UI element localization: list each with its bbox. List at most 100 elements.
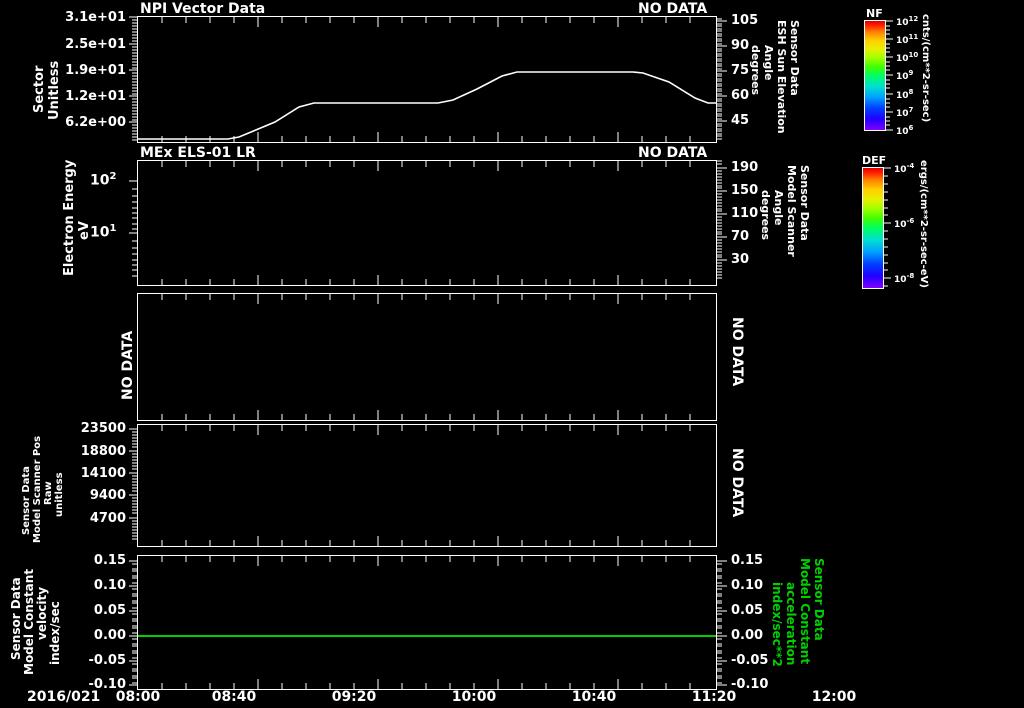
panel-1-right-tick-4: 90 bbox=[731, 38, 750, 53]
colorbar-nf-tick-4: 109 bbox=[896, 69, 914, 82]
panel-5-left-tick-3: 0.00 bbox=[93, 628, 126, 643]
panel-5-plot-area bbox=[138, 556, 716, 689]
panel-4-right-nodata-label: NO DATA bbox=[729, 448, 745, 518]
plot-panel-constant-velocity[interactable] bbox=[137, 555, 717, 690]
colorbar-nf-tick-2: 107 bbox=[896, 106, 914, 119]
panel-5-left-tick-1: -0.10 bbox=[88, 677, 126, 692]
panel-1-left-tick-2: 1.2e+01 bbox=[65, 89, 126, 104]
panel-2-right-tick-5: 190 bbox=[731, 160, 759, 175]
panel-5-left-axis-label-line3: velocity bbox=[35, 586, 49, 640]
panel-5-left-axis-label-line1: Sensor Data bbox=[9, 577, 23, 660]
panel-5-left-tick-6: 0.15 bbox=[93, 553, 126, 568]
panel-1-right-axis-label-line2: ESH Sun Elevation bbox=[775, 20, 788, 134]
xaxis-tick-label-7: 12:00 bbox=[811, 689, 857, 705]
panel-4-left-tick-3: 14100 bbox=[80, 466, 126, 481]
panel-3-left-nodata-label: NO DATA bbox=[120, 330, 136, 400]
colorbar-nf-tick-6: 1011 bbox=[896, 33, 919, 46]
panel-4-left-axis-label-line1: Sensor Data bbox=[21, 466, 32, 535]
panel-1-left-tick-3: 1.9e+01 bbox=[65, 63, 126, 78]
colorbar-nf-tick-5: 1010 bbox=[896, 51, 919, 64]
panel-4-left-axis-label-line3: Raw bbox=[43, 481, 54, 505]
colorbar-nf-tick-1: 106 bbox=[896, 124, 914, 137]
panel-5-right-tick-3: 0.00 bbox=[731, 628, 764, 643]
panel-1-right-tick-1: 45 bbox=[731, 113, 750, 128]
panel-3-right-nodata-label: NO DATA bbox=[729, 317, 745, 387]
panel-5-right-tick-1: -0.10 bbox=[731, 677, 769, 692]
panel-2-right-axis-label-line4: degrees bbox=[759, 190, 772, 241]
panel-1-right-axis-label-line1: Sensor Data bbox=[788, 20, 801, 96]
xaxis-tick-label-6: 11:20 bbox=[691, 689, 737, 705]
xaxis-tick-label-2: 08:40 bbox=[211, 689, 257, 705]
panel-4-left-axis-label-line2: Model Scanner Pos bbox=[32, 435, 43, 543]
colorbar-def-tick-3: 10-4 bbox=[894, 162, 915, 175]
xaxis-tick-label-4: 10:00 bbox=[451, 689, 497, 705]
colorbar-nf-tick-3: 108 bbox=[896, 88, 914, 101]
colorbar-def-title: DEF bbox=[862, 154, 887, 167]
panel-5-right-tick-5: 0.10 bbox=[731, 578, 764, 593]
panel-2-left-tick-1: 101 bbox=[90, 223, 117, 241]
plot-panel-scanner-pos-raw[interactable] bbox=[137, 424, 717, 547]
panel-4-left-axis-label-line4: unitless bbox=[54, 472, 65, 517]
panel-5-right-tick-2: -0.05 bbox=[731, 653, 769, 668]
colorbar-def-tick-1: 10-8 bbox=[894, 272, 915, 285]
colorbar-nf-swatch[interactable] bbox=[864, 20, 886, 131]
panel-1-right-tick-5: 105 bbox=[731, 13, 759, 28]
panel-5-left-tick-4: 0.05 bbox=[93, 603, 126, 618]
xaxis-tick-label-5: 10:40 bbox=[571, 689, 617, 705]
panel-5-left-axis-label-line4: index/sec bbox=[48, 601, 62, 665]
panel-4-plot-area bbox=[161, 425, 691, 546]
panel-5-right-tick-4: 0.05 bbox=[731, 603, 764, 618]
panel-4-left-tick-5: 23500 bbox=[80, 421, 126, 436]
panel-2-left-axis-label-line1: Electron Energy bbox=[62, 159, 77, 276]
panel-2-right-tick-4: 150 bbox=[731, 183, 759, 198]
panel-2-left-tick-2: 102 bbox=[90, 171, 117, 189]
xaxis-date-label: 2016/021 bbox=[27, 689, 101, 705]
panel-1-title-left: NPI Vector Data bbox=[140, 1, 266, 17]
colorbar-def-unit-label: ergs/(cm**2-sr-sec-eV) bbox=[918, 160, 929, 288]
panel-5-right-axis-label-line2: Model Constant bbox=[798, 558, 812, 665]
colorbar-nf-ticks bbox=[886, 20, 893, 131]
panel-5-right-axis-label-line3: acceleration bbox=[784, 582, 798, 666]
panel-4-left-tick-2: 9400 bbox=[89, 488, 126, 503]
panel-4-left-tick-1: 4700 bbox=[89, 511, 126, 526]
panel-2-plot-area bbox=[161, 161, 691, 285]
colorbar-def-swatch[interactable] bbox=[862, 167, 884, 289]
colorbar-nf-unit-label: cnts/(cm**2-sr-sec) bbox=[920, 14, 931, 123]
panel-5-right-axis-label-line4: index/sec**2 bbox=[770, 582, 784, 667]
panel-2-right-axis-label-line1: Sensor Data bbox=[798, 165, 811, 241]
panel-2-title-left: MEx ELS-01 LR bbox=[140, 145, 256, 161]
panel-1-left-tick-1: 6.2e+00 bbox=[65, 115, 126, 130]
panel-2-right-axis-label-line3: Angle bbox=[772, 190, 785, 226]
panel-1-right-tick-3: 75 bbox=[731, 63, 750, 78]
panel-1-left-axis-label-line2: Unitless bbox=[47, 60, 62, 120]
plot-panel-npi-sector[interactable] bbox=[137, 16, 717, 143]
colorbar-def-ticks bbox=[884, 167, 891, 287]
panel-2-right-tick-1: 30 bbox=[731, 252, 750, 267]
panel-2-left-axis-label-line2: eV bbox=[77, 221, 92, 240]
panel-5-right-tick-6: 0.15 bbox=[731, 553, 764, 568]
panel-1-right-axis-label-line4: degrees bbox=[749, 45, 762, 96]
panel-5-left-tick-5: 0.10 bbox=[93, 578, 126, 593]
colorbar-nf-title: NF bbox=[866, 7, 883, 20]
panel-1-left-axis-label-line1: Sector bbox=[32, 65, 47, 113]
plot-panel-blank-nodata[interactable] bbox=[137, 293, 717, 421]
panel-1-left-tick-4: 2.5e+01 bbox=[65, 37, 126, 52]
panel-2-title-right: NO DATA bbox=[638, 145, 708, 161]
panel-1-right-tick-2: 60 bbox=[731, 88, 750, 103]
panel-1-right-axis-label-line3: Angle bbox=[762, 45, 775, 81]
panel-5-left-tick-2: -0.05 bbox=[88, 653, 126, 668]
xaxis-tick-label-1: 08:00 bbox=[115, 689, 161, 705]
panel-3-plot-area bbox=[161, 294, 691, 420]
panel-2-right-tick-3: 110 bbox=[731, 206, 759, 221]
panel-2-right-axis-label-line2: Model Scanner bbox=[785, 165, 798, 257]
panel-2-right-tick-2: 70 bbox=[731, 229, 750, 244]
panel-1-title-right: NO DATA bbox=[638, 1, 708, 17]
panel-1-left-tick-5: 3.1e+01 bbox=[65, 10, 126, 25]
colorbar-nf-tick-7: 1012 bbox=[896, 15, 919, 28]
panel-5-right-axis-label-line1: Sensor Data bbox=[812, 558, 826, 641]
plot-panel-els-energy[interactable] bbox=[137, 160, 717, 286]
xaxis-tick-label-3: 09:20 bbox=[331, 689, 377, 705]
series-esh-sun-elevation-trace bbox=[138, 71, 716, 140]
panel-1-plot-area bbox=[138, 17, 716, 142]
